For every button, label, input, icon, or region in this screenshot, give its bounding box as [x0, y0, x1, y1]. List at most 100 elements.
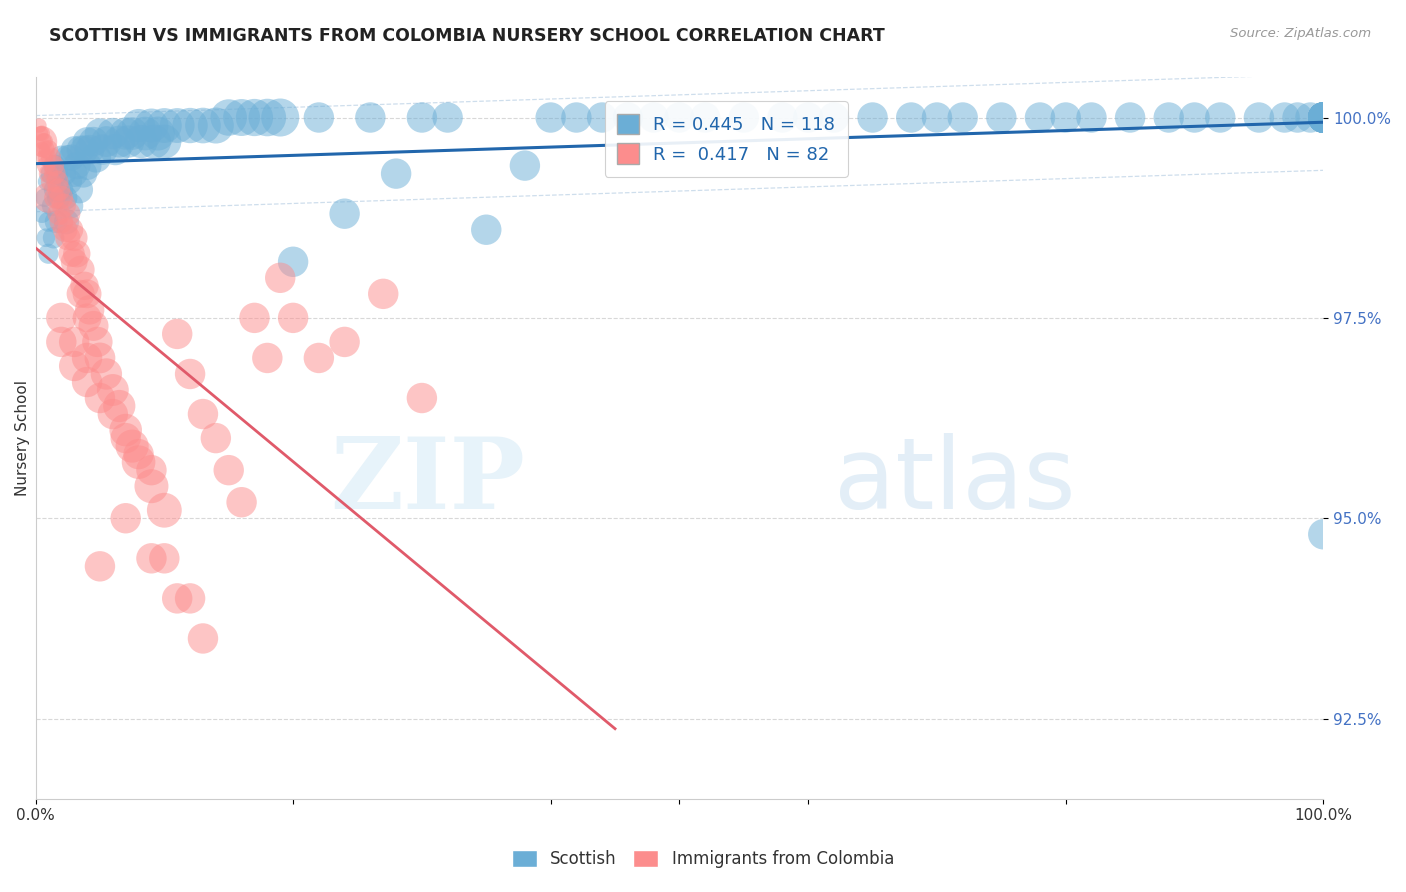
Point: [76, 135, 98, 149]
Point: [121, 127, 143, 141]
Point: [205, 431, 228, 445]
Point: [48, 191, 70, 205]
Point: [823, 111, 845, 125]
Point: [37, 151, 59, 165]
Point: [269, 270, 291, 285]
Point: [256, 111, 278, 125]
Point: [34, 151, 56, 165]
Point: [1312, 111, 1334, 125]
Point: [63, 167, 86, 181]
Point: [797, 111, 820, 125]
Y-axis label: Nursery School: Nursery School: [15, 380, 30, 496]
Point: [1312, 527, 1334, 541]
Point: [37, 215, 59, 229]
Point: [72, 167, 94, 181]
Point: [51, 215, 73, 229]
Point: [86, 334, 108, 349]
Point: [1312, 111, 1334, 125]
Point: [1286, 111, 1309, 125]
Point: [55, 215, 77, 229]
Point: [63, 334, 86, 349]
Point: [231, 111, 253, 125]
Point: [56, 151, 79, 165]
Point: [66, 159, 89, 173]
Point: [269, 111, 291, 125]
Point: [51, 191, 73, 205]
Point: [1312, 111, 1334, 125]
Point: [108, 399, 131, 413]
Point: [1312, 111, 1334, 125]
Point: [1029, 111, 1052, 125]
Point: [231, 495, 253, 509]
Point: [76, 351, 98, 365]
Point: [1119, 111, 1142, 125]
Text: atlas: atlas: [834, 433, 1076, 530]
Point: [44, 159, 66, 173]
Point: [243, 310, 266, 325]
Point: [281, 310, 304, 325]
Point: [1184, 111, 1206, 125]
Point: [141, 463, 163, 477]
Point: [67, 183, 90, 197]
Point: [411, 111, 433, 125]
Point: [1157, 111, 1180, 125]
Point: [76, 159, 98, 173]
Point: [66, 246, 89, 260]
Point: [565, 111, 588, 125]
Point: [1312, 111, 1334, 125]
Point: [89, 351, 111, 365]
Point: [51, 310, 73, 325]
Point: [84, 151, 107, 165]
Point: [73, 143, 96, 157]
Point: [76, 286, 98, 301]
Point: [153, 119, 176, 133]
Point: [166, 591, 188, 606]
Point: [1209, 111, 1232, 125]
Point: [990, 111, 1012, 125]
Point: [141, 551, 163, 566]
Point: [128, 119, 150, 133]
Point: [179, 119, 201, 133]
Point: [166, 119, 188, 133]
Point: [166, 326, 188, 341]
Point: [34, 135, 56, 149]
Point: [53, 223, 76, 237]
Point: [540, 111, 562, 125]
Point: [69, 143, 91, 157]
Point: [1312, 111, 1334, 125]
Point: [591, 111, 613, 125]
Point: [1312, 111, 1334, 125]
Legend: R = 0.445   N = 118, R =  0.417   N = 82: R = 0.445 N = 118, R = 0.417 N = 82: [605, 101, 848, 177]
Point: [617, 111, 640, 125]
Point: [63, 143, 86, 157]
Point: [56, 207, 79, 221]
Point: [60, 151, 83, 165]
Point: [52, 167, 75, 181]
Point: [63, 359, 86, 373]
Point: [1312, 111, 1334, 125]
Point: [35, 231, 58, 245]
Point: [44, 167, 66, 181]
Point: [129, 135, 152, 149]
Point: [63, 254, 86, 268]
Text: SCOTTISH VS IMMIGRANTS FROM COLOMBIA NURSERY SCHOOL CORRELATION CHART: SCOTTISH VS IMMIGRANTS FROM COLOMBIA NUR…: [49, 27, 884, 45]
Point: [37, 191, 59, 205]
Point: [1312, 111, 1334, 125]
Point: [96, 367, 118, 381]
Point: [191, 407, 214, 421]
Point: [52, 199, 75, 213]
Point: [101, 383, 124, 397]
Point: [385, 167, 408, 181]
Point: [108, 135, 131, 149]
Point: [308, 111, 330, 125]
Point: [153, 503, 176, 517]
Point: [91, 143, 114, 157]
Point: [1312, 111, 1334, 125]
Point: [114, 423, 136, 437]
Point: [79, 143, 101, 157]
Point: [281, 254, 304, 268]
Point: [101, 407, 124, 421]
Point: [89, 559, 111, 574]
Point: [39, 167, 62, 181]
Point: [1312, 111, 1334, 125]
